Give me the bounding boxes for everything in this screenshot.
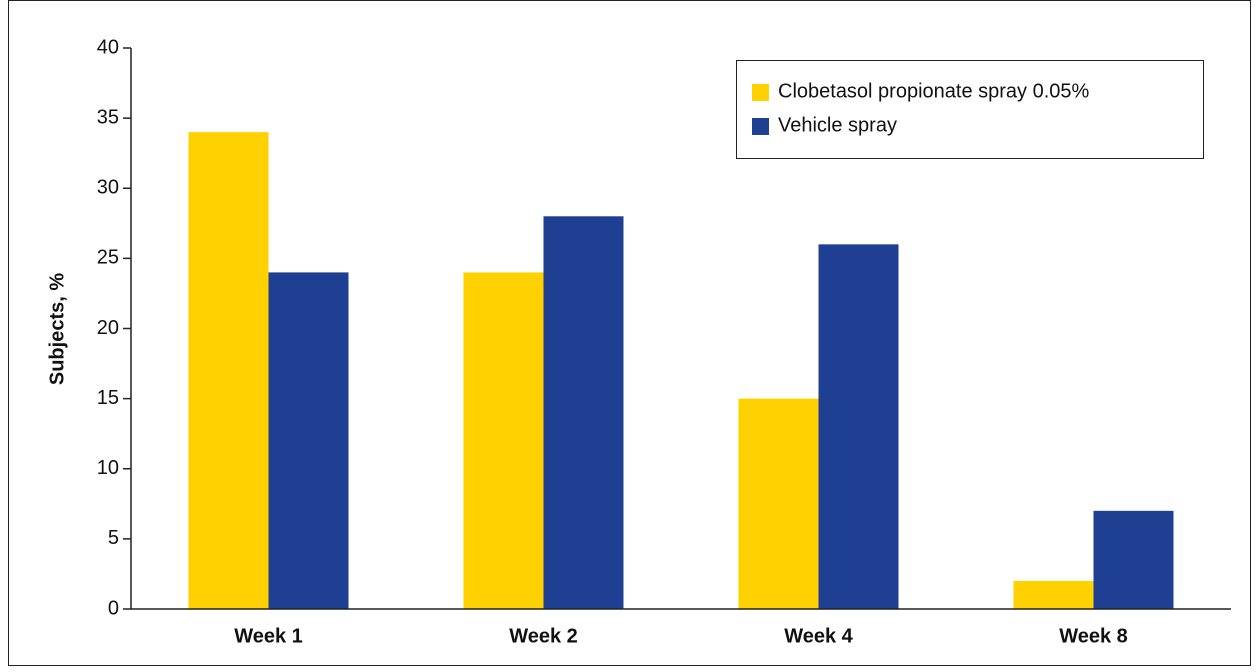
y-tick-label: 15	[97, 387, 119, 409]
y-tick-label: 5	[108, 527, 119, 549]
bar	[818, 244, 899, 609]
bar	[1013, 580, 1094, 609]
y-tick-label: 0	[108, 597, 119, 619]
y-tick-label: 30	[97, 177, 119, 199]
legend-swatch	[752, 84, 769, 101]
bar	[463, 272, 544, 609]
y-tick-label: 20	[97, 317, 119, 339]
bar	[188, 132, 269, 609]
y-tick-label: 35	[97, 106, 119, 128]
legend-label: Vehicle spray	[778, 114, 897, 136]
bar	[543, 216, 624, 610]
y-tick-label: 10	[97, 457, 119, 479]
x-tick-label: Week 4	[784, 625, 853, 647]
x-tick-label: Week 1	[234, 625, 303, 647]
x-tick-label: Week 8	[1059, 625, 1128, 647]
y-tick-label: 25	[97, 247, 119, 269]
bar	[268, 272, 349, 609]
legend-swatch	[752, 118, 769, 135]
legend-box	[736, 60, 1204, 159]
bar	[738, 398, 819, 609]
x-tick-label: Week 2	[509, 625, 578, 647]
y-axis-label: Subjects, %	[46, 273, 68, 385]
y-tick-label: 40	[97, 36, 119, 58]
bar	[1093, 510, 1174, 609]
legend-label: Clobetasol propionate spray 0.05%	[778, 80, 1090, 102]
